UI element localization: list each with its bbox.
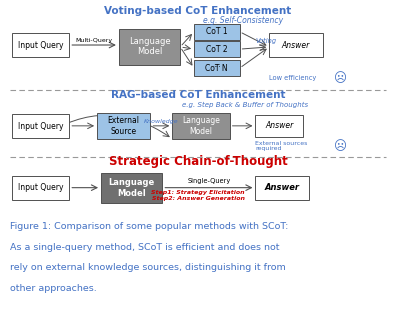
Text: ...: ... [213,60,221,68]
FancyBboxPatch shape [172,113,230,139]
Text: External sources: External sources [255,141,308,146]
Text: Figure 1: Comparison of some popular methods with SCoT:: Figure 1: Comparison of some popular met… [10,222,288,231]
Text: Input Query: Input Query [18,41,63,50]
Text: Input Query: Input Query [18,121,63,131]
Text: Strategic Chain-of-Thought: Strategic Chain-of-Thought [109,155,287,168]
Text: Voting-based CoT Enhancement: Voting-based CoT Enhancement [105,6,291,16]
Text: As a single-query method, SCoT is efficient and does not: As a single-query method, SCoT is effici… [10,243,280,251]
FancyBboxPatch shape [119,29,180,65]
FancyBboxPatch shape [255,176,309,200]
Text: required: required [255,146,282,151]
FancyBboxPatch shape [97,113,150,139]
Text: Low efficiency: Low efficiency [269,75,316,81]
Text: ☹: ☹ [334,72,347,85]
Text: Language
Model: Language Model [182,116,220,136]
Text: Voting: Voting [255,38,276,44]
Text: RAG–based CoT Enhancement: RAG–based CoT Enhancement [111,90,285,100]
Text: Input Query: Input Query [18,183,63,192]
Text: rely on external knowledge sources, distinguishing it from: rely on external knowledge sources, dist… [10,263,286,272]
Text: External
Source: External Source [108,116,140,136]
Text: CoT 1: CoT 1 [206,27,228,36]
Text: Step2: Answer Generation: Step2: Answer Generation [152,196,244,201]
Text: ☹: ☹ [334,140,347,153]
Text: Answer: Answer [282,41,310,50]
Text: e.g. Step Back & Buffer of Thoughts: e.g. Step Back & Buffer of Thoughts [183,101,308,108]
Text: CoT N: CoT N [206,64,228,73]
Text: other approaches.: other approaches. [10,284,97,293]
Text: Language
Model: Language Model [109,178,155,197]
Text: Answer: Answer [265,121,293,130]
Text: CoT 2: CoT 2 [206,45,228,54]
FancyBboxPatch shape [194,41,240,57]
Text: Step1: Strategy Elicitation: Step1: Strategy Elicitation [151,190,245,195]
FancyBboxPatch shape [269,33,323,57]
FancyBboxPatch shape [255,115,303,137]
Text: Answer: Answer [265,183,300,192]
Text: Single-Query: Single-Query [187,178,231,184]
FancyBboxPatch shape [101,173,162,203]
FancyBboxPatch shape [12,176,69,200]
Text: Multi-Query: Multi-Query [75,38,112,43]
Text: e.g. Self-Consistency: e.g. Self-Consistency [204,16,284,25]
FancyBboxPatch shape [12,114,69,138]
FancyBboxPatch shape [194,24,240,40]
Text: Language
Model: Language Model [129,37,170,56]
FancyBboxPatch shape [194,60,240,76]
Text: Knowledge: Knowledge [144,119,179,124]
FancyBboxPatch shape [12,33,69,57]
